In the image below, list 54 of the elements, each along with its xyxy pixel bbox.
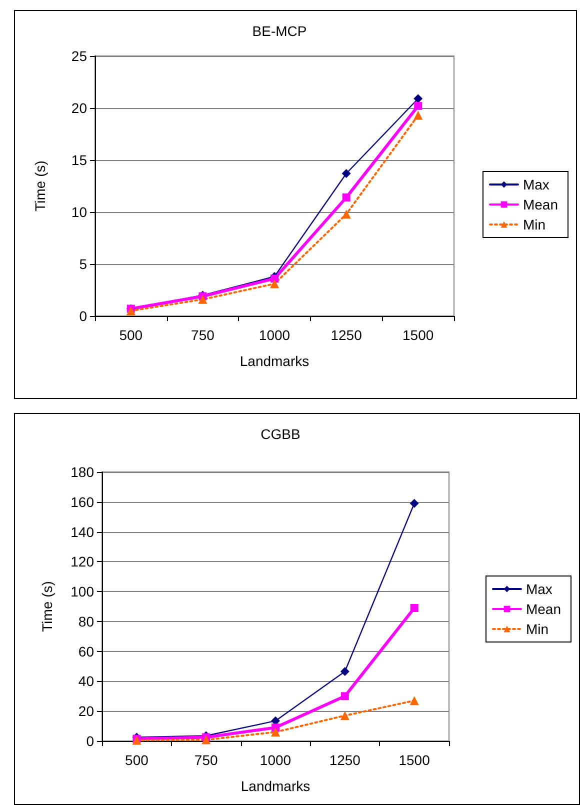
x-tick-label: 750 [194,752,218,768]
point [410,604,418,612]
x-tick-label: 1500 [398,752,430,768]
point [414,110,423,120]
y-tick-label: 5 [79,256,88,272]
x-tick-label: 500 [125,752,149,768]
y-tick-label: 40 [78,673,94,690]
legend-label: Max [522,176,550,192]
chart-title: CGBB [260,426,300,442]
x-axis-title: Landmarks [240,778,310,794]
y-axis-title: Time (s) [32,160,48,212]
y-tick-label: 0 [79,308,88,324]
y-tick-label: 20 [71,100,88,116]
point [271,728,280,737]
point [270,279,279,288]
x-tick-label: 1250 [329,752,361,768]
y-tick-label: 80 [78,613,94,630]
x-tick-label: 1500 [402,327,434,343]
legend-label: Min [526,621,549,637]
y-tick-label: 15 [71,152,88,168]
legend-label: Max [526,581,552,597]
y-tick-label: 20 [78,703,94,720]
x-axis-title: Landmarks [240,353,310,369]
point [410,696,419,706]
y-tick-label: 180 [70,464,94,480]
point [410,498,419,508]
y-tick-label: 120 [70,554,94,570]
legend-label: Min [522,216,546,232]
y-tick-label: 25 [71,48,88,64]
y-tick-label: 0 [86,733,94,749]
x-tick-label: 750 [191,327,215,343]
legend-label: Mean [522,196,558,212]
y-tick-label: 100 [70,584,94,600]
point [340,711,350,720]
point [198,294,208,304]
point [342,169,351,178]
x-tick-label: 1250 [330,327,362,343]
point [202,735,211,744]
point [270,274,278,283]
y-axis-title: Time (s) [39,581,55,632]
x-tick-label: 1000 [260,752,292,768]
point [340,692,349,700]
point [340,667,350,676]
y-tick-label: 60 [78,643,94,660]
y-tick-label: 140 [70,524,94,540]
y-tick-label: 10 [71,204,88,220]
point [342,193,350,202]
point [414,102,422,110]
y-tick-label: 160 [70,494,94,510]
x-tick-label: 1000 [258,327,290,343]
legend-label: Mean [526,601,562,617]
x-tick-label: 500 [119,327,143,343]
chart-title: BE-MCP [252,23,307,39]
point [342,210,351,219]
